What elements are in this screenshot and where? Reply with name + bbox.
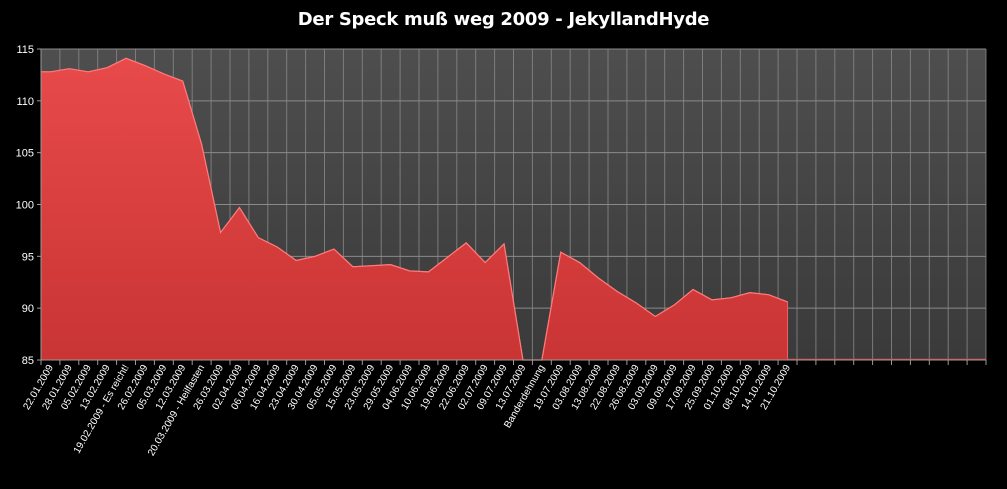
y-tick-label: 85 [22,355,34,367]
weight-line [41,57,788,361]
chart-title: Der Speck muß weg 2009 - JekyllandHyde [297,9,710,30]
y-tick-label: 115 [16,44,34,56]
y-tick-label: 95 [22,251,34,263]
y-tick-label: 100 [16,200,34,212]
y-tick-label: 105 [16,148,34,160]
y-tick-label: 90 [22,303,34,315]
y-tick-label: 110 [16,96,34,108]
